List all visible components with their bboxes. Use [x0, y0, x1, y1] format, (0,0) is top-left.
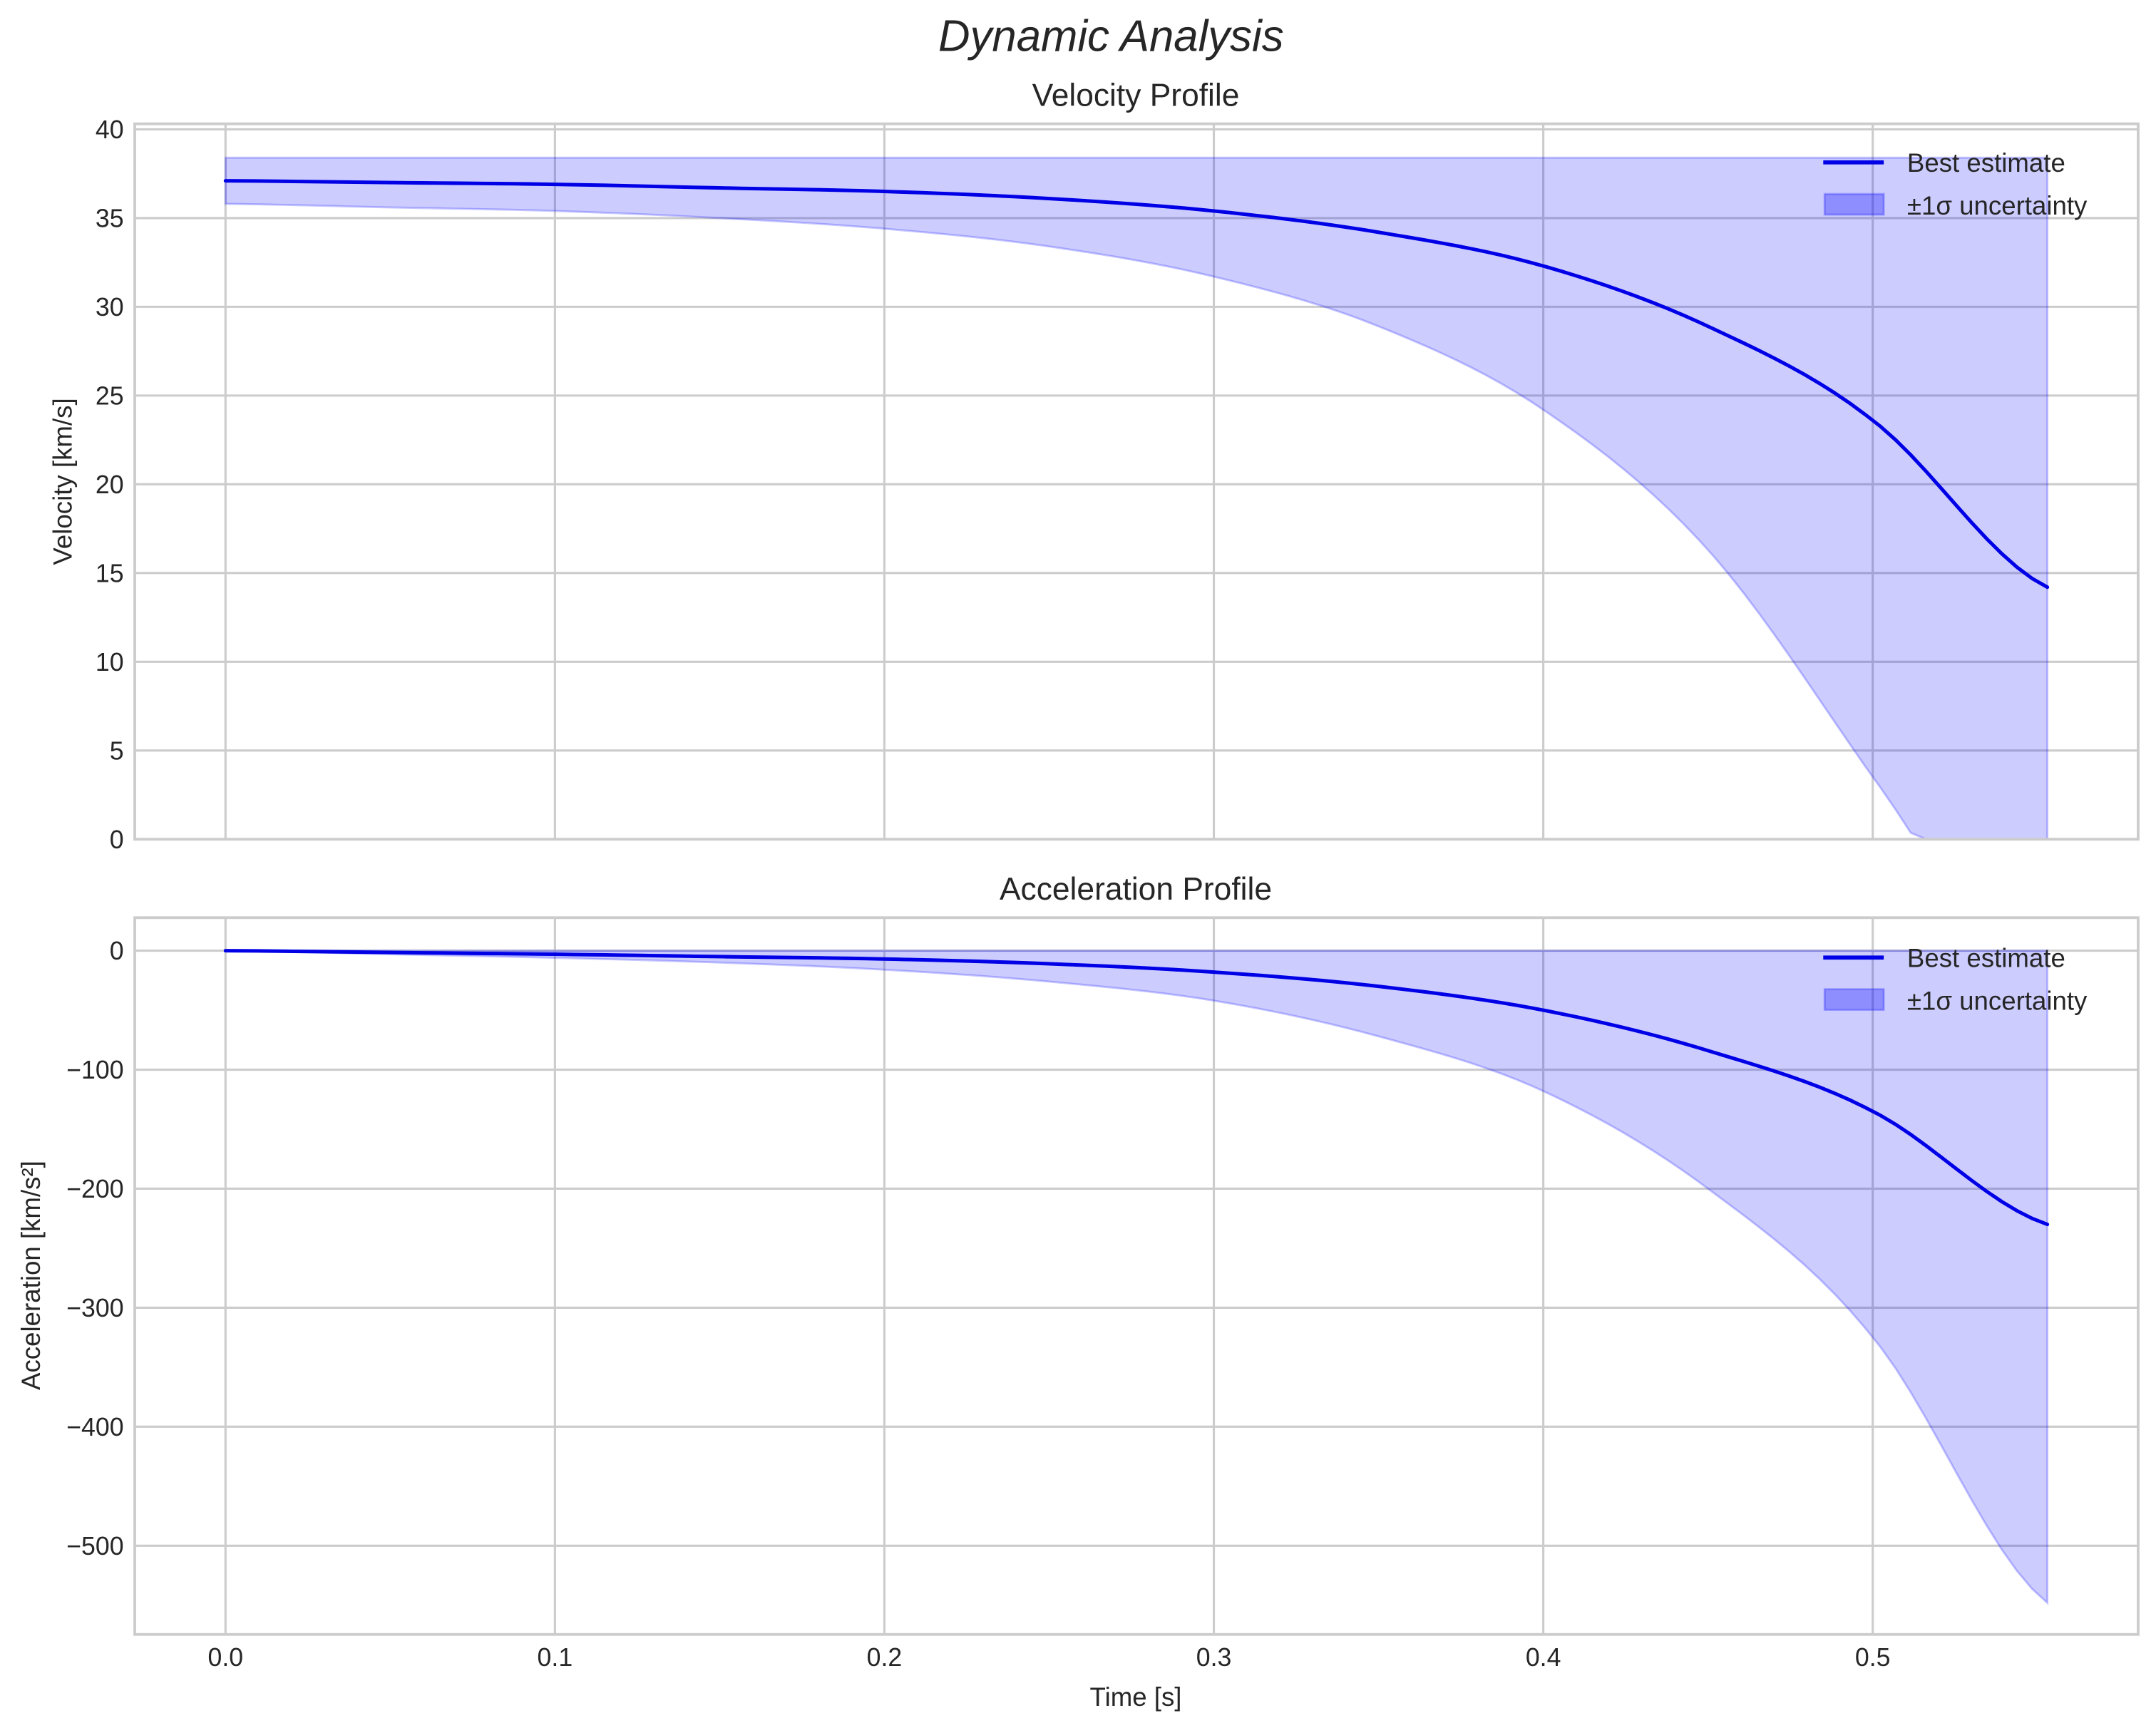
y-tick-label: −500 [66, 1532, 123, 1560]
y-tick-label: 35 [96, 204, 124, 232]
y-tick-label: −300 [66, 1294, 123, 1322]
velocity-best-estimate-line [223, 179, 2050, 590]
velocity-legend: Best estimate ±1σ uncertainty [1823, 148, 2088, 220]
y-tick-label: 0 [110, 826, 124, 854]
acceleration-legend: Best estimate ±1σ uncertainty [1823, 944, 2088, 1016]
acceleration-y-label: Acceleration [km/s²] [16, 1161, 46, 1390]
legend-band-swatch [1823, 988, 1885, 1012]
x-axis-label: Time [s] [1090, 1682, 1182, 1712]
y-tick-label: 20 [96, 470, 124, 499]
legend-label-best-estimate: Best estimate [1907, 944, 2065, 973]
figure-suptitle: Dynamic Analysis [938, 11, 1284, 61]
velocity-axes-frame [133, 122, 2140, 841]
legend-label-uncertainty: ±1σ uncertainty [1907, 987, 2088, 1016]
legend-label-best-estimate: Best estimate [1907, 148, 2065, 178]
acceleration-panel: Acceleration Profile 0 −100 −200 −300 −400 −5… [16, 872, 2140, 1712]
x-tick-label: 0.1 [538, 1643, 573, 1672]
acceleration-best-estimate-line [223, 949, 2050, 1227]
x-tick-label: 0.3 [1196, 1643, 1232, 1672]
y-tick-label: −100 [66, 1056, 123, 1084]
velocity-y-label: Velocity [km/s] [48, 398, 77, 565]
x-tick-label: 0.0 [207, 1643, 243, 1672]
acceleration-grid [135, 917, 2138, 1635]
y-tick-label: 10 [96, 648, 124, 677]
acceleration-y-ticks: 0 −100 −200 −300 −400 −500 [66, 937, 123, 1560]
y-tick-label: 0 [110, 937, 124, 965]
velocity-uncertainty-band [224, 156, 2049, 840]
x-tick-label: 0.4 [1526, 1643, 1561, 1672]
acceleration-axes-frame [133, 916, 2140, 1636]
acceleration-x-ticks: 0.0 0.1 0.2 0.3 0.4 0.5 [207, 1643, 1890, 1672]
velocity-grid [135, 123, 2138, 840]
legend-label-uncertainty: ±1σ uncertainty [1907, 191, 2088, 220]
y-tick-label: 30 [96, 293, 124, 322]
legend-band-swatch [1823, 192, 1885, 216]
velocity-title: Velocity Profile [1032, 78, 1240, 113]
velocity-y-ticks: 0 5 10 15 20 25 30 35 40 [96, 115, 124, 854]
acceleration-title: Acceleration Profile [1000, 872, 1272, 907]
y-tick-label: −400 [66, 1413, 123, 1441]
y-tick-label: 25 [96, 381, 124, 410]
x-tick-label: 0.2 [867, 1643, 903, 1672]
y-tick-label: −200 [66, 1175, 123, 1203]
velocity-panel: Velocity Profile 0 5 10 15 20 25 30 35 40 Veloci… [48, 78, 2140, 854]
y-tick-label: 15 [96, 559, 124, 587]
acceleration-uncertainty-band [225, 950, 2049, 1605]
y-tick-label: 40 [96, 115, 124, 144]
x-tick-label: 0.5 [1855, 1643, 1891, 1672]
y-tick-label: 5 [110, 736, 124, 765]
